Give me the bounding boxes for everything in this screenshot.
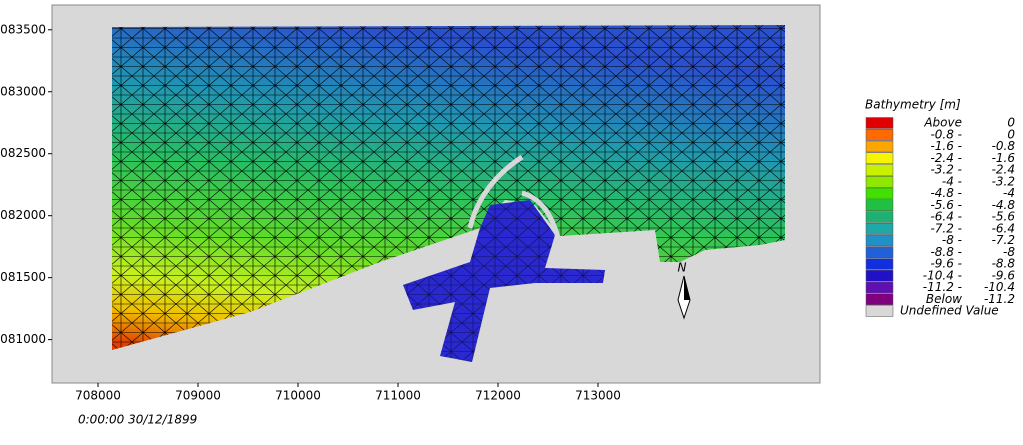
legend-swatch bbox=[865, 129, 894, 141]
legend-low: -4.8 - bbox=[930, 186, 962, 200]
legend-high: -11.2 bbox=[984, 292, 1015, 306]
legend-high: 0 bbox=[1007, 116, 1015, 130]
legend: Bathymetry [m] Above 0 -0.8 - 0 -1.6 - -0.8 -2… bbox=[865, 98, 1015, 318]
legend-swatch bbox=[865, 140, 894, 153]
legend-low: -11.2 - bbox=[923, 280, 962, 294]
legend-swatch bbox=[865, 187, 894, 200]
timestamp: 0:00:00 30/12/1899 bbox=[78, 413, 197, 427]
legend-high: -1.6 bbox=[992, 151, 1016, 165]
legend-swatch bbox=[865, 258, 894, 270]
legend-swatch bbox=[865, 223, 894, 235]
y-tick-label: 4081000 bbox=[0, 332, 46, 346]
x-tick-label: 710000 bbox=[275, 389, 321, 403]
legend-high: -4 bbox=[1003, 186, 1015, 200]
legend-high: -4.8 bbox=[992, 198, 1016, 212]
legend-low: -4 - bbox=[942, 174, 962, 188]
legend-swatch bbox=[865, 176, 894, 188]
legend-high: -3.2 bbox=[992, 174, 1015, 188]
legend-low: -8 - bbox=[942, 233, 962, 247]
legend-swatch bbox=[865, 199, 894, 211]
legend-swatch bbox=[865, 234, 894, 247]
legend-high: -9.6 bbox=[992, 268, 1016, 282]
legend-high: -2.4 bbox=[992, 163, 1015, 177]
legend-low: -8.8 - bbox=[930, 245, 962, 259]
legend-high: -10.4 bbox=[984, 280, 1015, 294]
legend-swatch bbox=[865, 164, 894, 176]
legend-high: -0.8 bbox=[992, 139, 1016, 153]
legend-title: Bathymetry [m] bbox=[865, 98, 961, 112]
legend-high: -5.6 bbox=[992, 210, 1016, 224]
legend-high: -8.8 bbox=[992, 257, 1016, 271]
north-label: N bbox=[678, 261, 687, 275]
legend-undefined: Undefined Value bbox=[900, 304, 999, 318]
legend-swatch bbox=[865, 152, 894, 164]
legend-low: Below bbox=[926, 292, 962, 306]
legend-low: -1.6 - bbox=[930, 139, 962, 153]
x-tick-label: 709000 bbox=[175, 389, 221, 403]
legend-low: -3.2 - bbox=[930, 163, 962, 177]
legend-swatch bbox=[865, 117, 894, 129]
x-tick-label: 708000 bbox=[75, 389, 121, 403]
y-tick-label: 4082500 bbox=[0, 146, 46, 160]
legend-high: 0 bbox=[1007, 127, 1015, 141]
legend-low: -10.4 - bbox=[923, 268, 962, 282]
legend-low: -2.4 - bbox=[930, 151, 962, 165]
legend-low: -0.8 - bbox=[930, 127, 962, 141]
legend-low: -6.4 - bbox=[930, 210, 962, 224]
legend-swatch bbox=[865, 246, 894, 258]
legend-low: -9.6 - bbox=[930, 257, 962, 271]
legend-low: Above bbox=[923, 116, 962, 130]
legend-swatch bbox=[865, 281, 894, 294]
legend-swatch bbox=[865, 305, 894, 317]
y-tick-label: 4082000 bbox=[0, 208, 46, 222]
x-tick-label: 712000 bbox=[475, 389, 521, 403]
legend-swatch bbox=[865, 211, 894, 223]
legend-swatch bbox=[865, 270, 894, 282]
x-tick-label: 711000 bbox=[375, 389, 421, 403]
legend-high: -8 bbox=[1003, 245, 1015, 259]
y-tick-label: 4081500 bbox=[0, 270, 46, 284]
north-arrow: N bbox=[677, 261, 691, 320]
legend-high: -7.2 bbox=[992, 233, 1015, 247]
legend-low: -5.6 - bbox=[930, 198, 962, 212]
legend-high: -6.4 bbox=[992, 221, 1015, 235]
y-tick-label: 4083500 bbox=[0, 22, 46, 36]
legend-swatch bbox=[865, 293, 894, 305]
mesh-domain bbox=[112, 25, 785, 362]
x-tick-label: 713000 bbox=[575, 389, 621, 403]
legend-low: -7.2 - bbox=[930, 221, 962, 235]
y-tick-label: 4083000 bbox=[0, 84, 46, 98]
